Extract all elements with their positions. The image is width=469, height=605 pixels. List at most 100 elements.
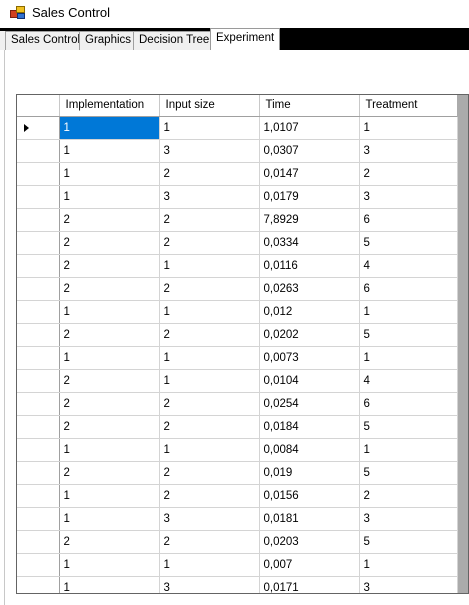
cell-treatment[interactable]: 2 — [359, 162, 458, 186]
row-header[interactable] — [17, 461, 60, 485]
row-header[interactable] — [17, 530, 60, 554]
cell-implementation[interactable]: 1 — [59, 116, 160, 140]
tab-sales-control[interactable]: Sales Control — [5, 31, 87, 50]
table-row[interactable]: 2 2 0,0263 6 — [17, 277, 458, 301]
cell-treatment[interactable]: 1 — [359, 438, 458, 462]
cell-input-size[interactable]: 2 — [159, 484, 260, 508]
cell-implementation[interactable]: 1 — [59, 300, 160, 324]
row-header[interactable] — [17, 208, 60, 232]
row-header-corner[interactable] — [17, 95, 60, 117]
cell-treatment[interactable]: 4 — [359, 369, 458, 393]
table-row[interactable]: 1 1 0,0084 1 — [17, 438, 458, 462]
column-header-time[interactable]: Time — [259, 95, 360, 117]
cell-input-size[interactable]: 1 — [159, 553, 260, 577]
cell-treatment[interactable]: 6 — [359, 208, 458, 232]
cell-implementation[interactable]: 1 — [59, 553, 160, 577]
cell-time[interactable]: 0,0179 — [259, 185, 360, 209]
cell-input-size[interactable]: 3 — [159, 507, 260, 531]
cell-implementation[interactable]: 2 — [59, 392, 160, 416]
row-header[interactable] — [17, 484, 60, 508]
row-header[interactable] — [17, 277, 60, 301]
cell-implementation[interactable]: 2 — [59, 231, 160, 255]
tab-experiment[interactable]: Experiment — [210, 28, 281, 50]
row-header[interactable] — [17, 254, 60, 278]
cell-time[interactable]: 0,0307 — [259, 139, 360, 163]
cell-time[interactable]: 0,007 — [259, 553, 360, 577]
cell-time[interactable]: 0,0171 — [259, 576, 360, 593]
table-row[interactable]: 1 3 0,0181 3 — [17, 507, 458, 531]
cell-input-size[interactable]: 2 — [159, 277, 260, 301]
table-row[interactable]: 1 1 0,007 1 — [17, 553, 458, 577]
row-header[interactable] — [17, 231, 60, 255]
experiment-data-grid[interactable]: Implementation Input size Time Treatment… — [16, 94, 469, 594]
cell-treatment[interactable]: 4 — [359, 254, 458, 278]
cell-time[interactable]: 0,0184 — [259, 415, 360, 439]
cell-input-size[interactable]: 1 — [159, 438, 260, 462]
cell-treatment[interactable]: 1 — [359, 553, 458, 577]
cell-implementation[interactable]: 2 — [59, 369, 160, 393]
cell-treatment[interactable]: 1 — [359, 116, 458, 140]
column-header-treatment[interactable]: Treatment — [359, 95, 458, 117]
cell-time[interactable]: 0,0254 — [259, 392, 360, 416]
cell-input-size[interactable]: 2 — [159, 461, 260, 485]
column-header-input-size[interactable]: Input size — [159, 95, 260, 117]
table-row[interactable]: 2 2 0,019 5 — [17, 461, 458, 485]
cell-treatment[interactable]: 3 — [359, 185, 458, 209]
cell-treatment[interactable]: 5 — [359, 323, 458, 347]
table-row[interactable]: 1 2 0,0147 2 — [17, 162, 458, 186]
table-row[interactable]: 2 2 7,8929 6 — [17, 208, 458, 232]
cell-implementation[interactable]: 2 — [59, 254, 160, 278]
cell-implementation[interactable]: 2 — [59, 208, 160, 232]
cell-implementation[interactable]: 1 — [59, 162, 160, 186]
cell-implementation[interactable]: 1 — [59, 185, 160, 209]
cell-time[interactable]: 0,0084 — [259, 438, 360, 462]
table-row[interactable]: 1 3 0,0171 3 — [17, 576, 458, 593]
cell-treatment[interactable]: 3 — [359, 576, 458, 593]
cell-implementation[interactable]: 2 — [59, 530, 160, 554]
cell-input-size[interactable]: 2 — [159, 162, 260, 186]
table-row[interactable]: 2 2 0,0254 6 — [17, 392, 458, 416]
table-row[interactable]: 1 1 0,0073 1 — [17, 346, 458, 370]
cell-treatment[interactable]: 3 — [359, 507, 458, 531]
cell-implementation[interactable]: 1 — [59, 139, 160, 163]
row-header[interactable] — [17, 300, 60, 324]
column-header-implementation[interactable]: Implementation — [59, 95, 160, 117]
cell-input-size[interactable]: 2 — [159, 323, 260, 347]
cell-time[interactable]: 0,0156 — [259, 484, 360, 508]
table-row[interactable]: 1 2 0,0156 2 — [17, 484, 458, 508]
cell-treatment[interactable]: 3 — [359, 139, 458, 163]
cell-time[interactable]: 1,0107 — [259, 116, 360, 140]
row-header[interactable] — [17, 415, 60, 439]
cell-treatment[interactable]: 5 — [359, 530, 458, 554]
table-row[interactable]: 2 2 0,0334 5 — [17, 231, 458, 255]
cell-time[interactable]: 0,012 — [259, 300, 360, 324]
cell-implementation[interactable]: 2 — [59, 415, 160, 439]
cell-treatment[interactable]: 5 — [359, 231, 458, 255]
cell-treatment[interactable]: 6 — [359, 277, 458, 301]
cell-input-size[interactable]: 2 — [159, 530, 260, 554]
row-header[interactable] — [17, 116, 60, 140]
cell-input-size[interactable]: 2 — [159, 392, 260, 416]
table-row[interactable]: 1 1 0,012 1 — [17, 300, 458, 324]
table-row[interactable]: 2 2 0,0202 5 — [17, 323, 458, 347]
cell-implementation[interactable]: 1 — [59, 507, 160, 531]
cell-input-size[interactable]: 1 — [159, 300, 260, 324]
cell-treatment[interactable]: 5 — [359, 415, 458, 439]
cell-input-size[interactable]: 3 — [159, 576, 260, 593]
cell-implementation[interactable]: 1 — [59, 346, 160, 370]
cell-treatment[interactable]: 1 — [359, 300, 458, 324]
cell-treatment[interactable]: 1 — [359, 346, 458, 370]
table-row[interactable]: 1 3 0,0307 3 — [17, 139, 458, 163]
tab-decision-tree[interactable]: Decision Tree — [133, 31, 216, 50]
cell-input-size[interactable]: 3 — [159, 185, 260, 209]
cell-implementation[interactable]: 1 — [59, 484, 160, 508]
cell-input-size[interactable]: 2 — [159, 231, 260, 255]
cell-implementation[interactable]: 2 — [59, 277, 160, 301]
row-header[interactable] — [17, 507, 60, 531]
row-header[interactable] — [17, 185, 60, 209]
cell-implementation[interactable]: 2 — [59, 323, 160, 347]
cell-time[interactable]: 0,0263 — [259, 277, 360, 301]
cell-time[interactable]: 0,019 — [259, 461, 360, 485]
row-header[interactable] — [17, 369, 60, 393]
cell-implementation[interactable]: 1 — [59, 576, 160, 593]
